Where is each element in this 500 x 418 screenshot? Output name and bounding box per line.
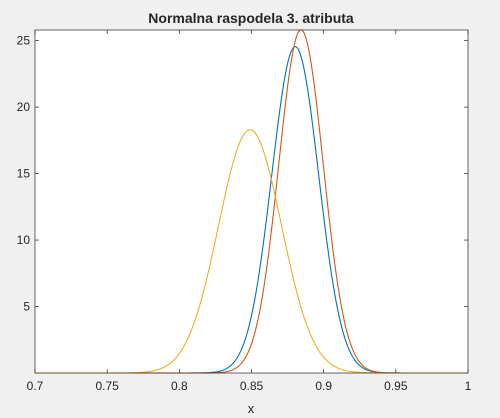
x-tick-label: 0.95: [384, 379, 408, 393]
x-tick-label: 0.7: [27, 379, 44, 393]
y-tick-label: 5: [23, 300, 30, 314]
y-tick-label: 20: [17, 100, 31, 114]
y-tick-label: 25: [17, 34, 31, 48]
chart-title: Normalna raspodela 3. atributa: [148, 10, 354, 26]
x-axis-label: x: [248, 401, 255, 416]
x-tick-label: 1: [465, 379, 472, 393]
y-tick-label: 15: [17, 167, 31, 181]
x-tick-label: 0.85: [240, 379, 264, 393]
plot-area: [35, 30, 468, 373]
x-tick-label: 0.75: [95, 379, 119, 393]
x-tick-label: 0.9: [315, 379, 332, 393]
x-tick-label: 0.8: [171, 379, 188, 393]
y-tick-label: 10: [17, 233, 31, 247]
